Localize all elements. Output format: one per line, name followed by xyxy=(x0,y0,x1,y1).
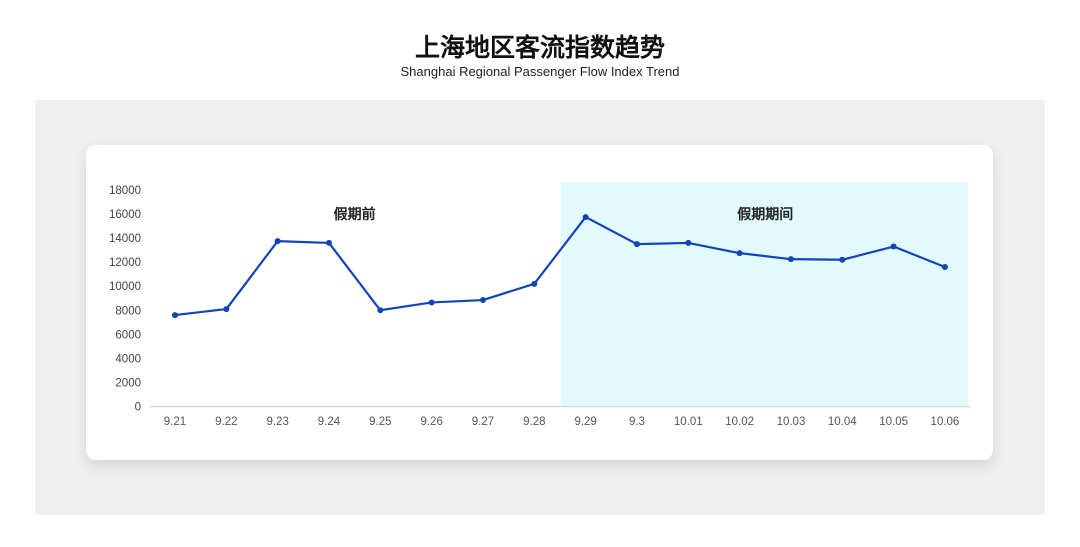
y-tick-label: 2000 xyxy=(115,377,141,389)
data-point xyxy=(941,263,948,270)
page-title: 上海地区客流指数趋势 xyxy=(414,33,665,62)
data-point xyxy=(223,306,230,313)
y-tick-label: 8000 xyxy=(115,305,141,317)
x-tick-label: 9.3 xyxy=(629,416,645,428)
x-tick-label: 10.04 xyxy=(828,416,857,428)
data-point xyxy=(274,238,281,245)
data-point xyxy=(479,297,486,304)
x-tick-label: 9.28 xyxy=(523,416,545,428)
page-subtitle: Shanghai Regional Passenger Flow Index T… xyxy=(400,64,680,79)
x-tick-label: 9.27 xyxy=(472,416,494,428)
x-tick-label: 10.05 xyxy=(879,416,908,428)
y-tick-label: 6000 xyxy=(115,329,141,341)
data-point xyxy=(582,214,589,221)
x-tick-label: 10.02 xyxy=(725,416,754,428)
data-point xyxy=(736,250,743,257)
x-tick-label: 9.22 xyxy=(215,416,237,428)
x-tick-label: 10.01 xyxy=(674,416,703,428)
y-tick-label: 4000 xyxy=(115,353,141,365)
x-tick-label: 9.21 xyxy=(164,416,186,428)
data-point xyxy=(787,256,794,263)
y-tick-label: 0 xyxy=(135,402,141,414)
data-point xyxy=(325,239,332,246)
x-tick-label: 9.24 xyxy=(318,416,341,428)
annotation-label: 假期期间 xyxy=(737,206,793,222)
data-point xyxy=(531,280,538,287)
x-tick-label: 10.03 xyxy=(777,416,806,428)
data-point xyxy=(428,299,435,306)
data-point xyxy=(839,256,846,263)
x-tick-label: 9.26 xyxy=(420,416,442,428)
x-tick-label: 9.25 xyxy=(369,416,391,428)
data-point xyxy=(377,307,384,314)
data-point xyxy=(172,312,178,319)
y-tick-label: 18000 xyxy=(109,185,141,197)
data-point xyxy=(890,243,897,250)
y-tick-label: 16000 xyxy=(109,209,141,221)
x-tick-label: 9.29 xyxy=(574,416,596,428)
holiday-highlight-region xyxy=(560,182,968,407)
x-tick-label: 10.06 xyxy=(931,416,960,428)
annotation-label: 假期前 xyxy=(334,206,376,222)
y-tick-label: 10000 xyxy=(109,281,141,293)
data-point xyxy=(633,241,640,248)
data-point xyxy=(685,239,692,246)
series-line xyxy=(174,215,946,317)
x-tick-label: 9.23 xyxy=(266,416,288,428)
y-tick-label: 14000 xyxy=(109,233,141,245)
y-tick-label: 12000 xyxy=(109,257,141,269)
